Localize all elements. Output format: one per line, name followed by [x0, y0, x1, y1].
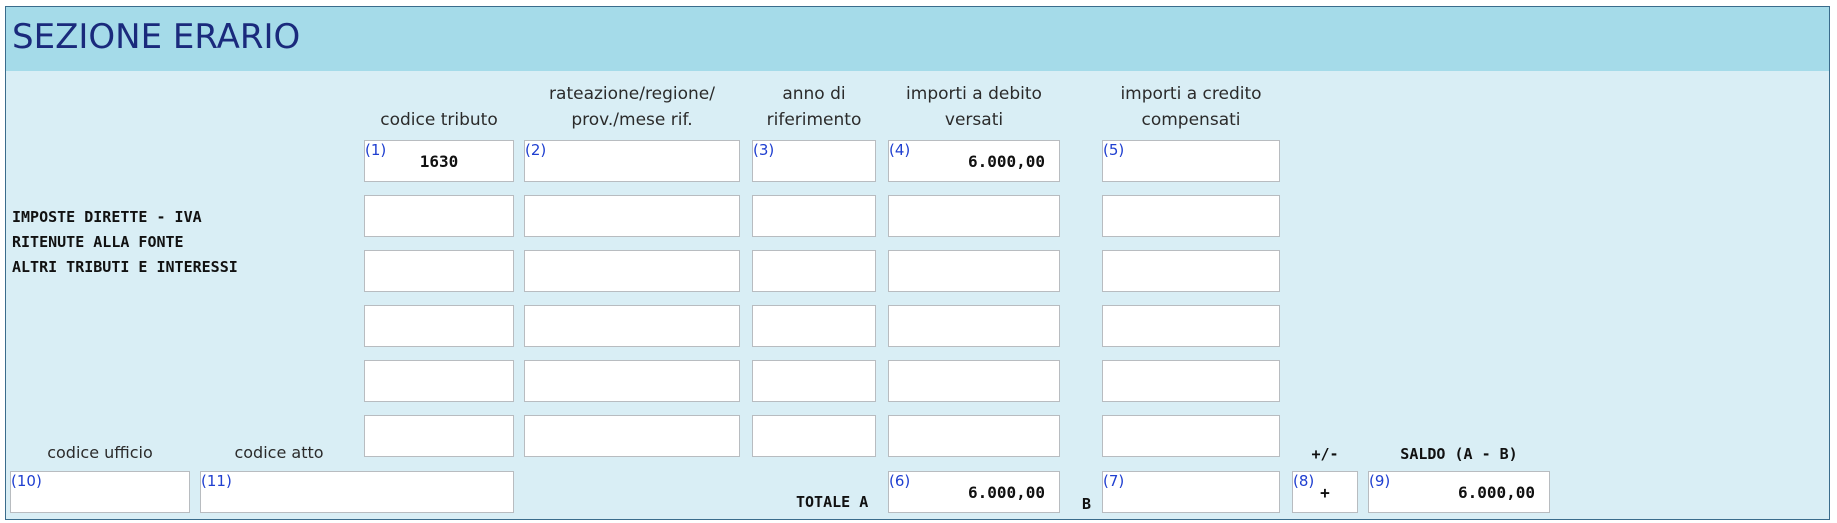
codice-tributo-value: 1630 — [419, 152, 459, 171]
importo-debito-field[interactable] — [888, 250, 1060, 292]
anno-riferimento-field[interactable] — [752, 305, 876, 347]
saldo-value: 6.000,00 — [1457, 483, 1535, 502]
saldo-label: SALDO (A - B) — [1400, 445, 1518, 463]
importo-debito-field[interactable] — [888, 360, 1060, 402]
importo-debito-field[interactable]: (4) 6.000,00 — [888, 140, 1060, 182]
section-header: SEZIONE ERARIO — [6, 7, 1829, 71]
b-label: B — [1082, 495, 1092, 513]
anno-riferimento-field[interactable] — [752, 415, 876, 457]
importo-credito-field[interactable] — [1102, 415, 1280, 457]
header-rateazione-line2: prov./mese rif. — [571, 110, 693, 130]
importo-debito-field[interactable] — [888, 195, 1060, 237]
anno-riferimento-field[interactable] — [752, 195, 876, 237]
rateazione-field[interactable] — [524, 360, 740, 402]
rateazione-field[interactable] — [524, 195, 740, 237]
header-credito-line1: importi a credito — [1120, 84, 1262, 104]
totale-a-label: TOTALE A — [796, 493, 869, 511]
field-number: (2) — [525, 141, 547, 159]
header-rateazione-line1: rateazione/regione/ — [549, 84, 715, 104]
sign-value: + — [1320, 483, 1330, 502]
header-codice-tributo-text: codice tributo — [380, 110, 498, 130]
importo-credito-field[interactable] — [1102, 360, 1280, 402]
header-anno-line2: riferimento — [766, 110, 862, 130]
side-label-altri-tributi: ALTRI TRIBUTI E INTERESSI — [12, 258, 238, 276]
header-debito: importi a debito versati — [888, 81, 1060, 133]
totale-a-value: 6.000,00 — [967, 483, 1045, 502]
sezione-erario-panel: SEZIONE ERARIO codice tributo rateazione… — [5, 6, 1830, 520]
importo-credito-field[interactable] — [1102, 195, 1280, 237]
anno-riferimento-field[interactable] — [752, 250, 876, 292]
codice-ufficio-label: codice ufficio — [47, 443, 153, 462]
field-number: (7) — [1103, 472, 1125, 490]
anno-riferimento-field[interactable]: (3) — [752, 140, 876, 182]
field-number: (10) — [11, 472, 42, 490]
field-number: (4) — [889, 141, 911, 159]
side-label-ritenute: RITENUTE ALLA FONTE — [12, 233, 184, 251]
header-rateazione: rateazione/regione/ prov./mese rif. — [524, 81, 740, 133]
rateazione-field[interactable] — [524, 250, 740, 292]
header-credito: importi a credito compensati — [1102, 81, 1280, 133]
codice-tributo-field[interactable] — [364, 250, 514, 292]
field-number: (9) — [1369, 472, 1391, 490]
side-labels: IMPOSTE DIRETTE - IVA RITENUTE ALLA FONT… — [12, 205, 238, 280]
section-title: SEZIONE ERARIO — [12, 17, 301, 57]
importo-credito-field[interactable]: (5) — [1102, 140, 1280, 182]
rateazione-field[interactable] — [524, 415, 740, 457]
header-debito-line2: versati — [944, 110, 1004, 130]
totale-b-field[interactable]: (7) — [1102, 471, 1280, 513]
codice-tributo-field[interactable] — [364, 360, 514, 402]
codice-atto-label: codice atto — [234, 443, 324, 462]
header-codice-tributo: codice tributo — [364, 107, 514, 133]
saldo-field[interactable]: (9) 6.000,00 — [1368, 471, 1550, 513]
codice-tributo-field[interactable]: (1) 1630 — [364, 140, 514, 182]
codice-tributo-field[interactable] — [364, 195, 514, 237]
importo-debito-value: 6.000,00 — [967, 152, 1045, 171]
field-number: (1) — [365, 141, 387, 159]
codice-tributo-field[interactable] — [364, 305, 514, 347]
codice-ufficio-field[interactable]: (10) — [10, 471, 190, 513]
sign-label: +/- — [1311, 445, 1339, 463]
importo-credito-field[interactable] — [1102, 305, 1280, 347]
codice-atto-field[interactable]: (11) — [200, 471, 514, 513]
header-anno-line1: anno di — [782, 84, 846, 104]
field-number: (6) — [889, 472, 911, 490]
rateazione-field[interactable] — [524, 305, 740, 347]
header-credito-line2: compensati — [1141, 110, 1241, 130]
codice-tributo-field[interactable] — [364, 415, 514, 457]
importo-debito-field[interactable] — [888, 305, 1060, 347]
totale-a-field[interactable]: (6) 6.000,00 — [888, 471, 1060, 513]
importo-debito-field[interactable] — [888, 415, 1060, 457]
side-label-imposte: IMPOSTE DIRETTE - IVA — [12, 208, 202, 226]
anno-riferimento-field[interactable] — [752, 360, 876, 402]
field-number: (11) — [201, 472, 232, 490]
rateazione-field[interactable]: (2) — [524, 140, 740, 182]
sign-field[interactable]: (8) + — [1292, 471, 1358, 513]
header-debito-line1: importi a debito — [906, 84, 1042, 104]
field-number: (8) — [1293, 472, 1315, 490]
field-number: (3) — [753, 141, 775, 159]
header-anno: anno di riferimento — [752, 81, 876, 133]
importo-credito-field[interactable] — [1102, 250, 1280, 292]
field-number: (5) — [1103, 141, 1125, 159]
